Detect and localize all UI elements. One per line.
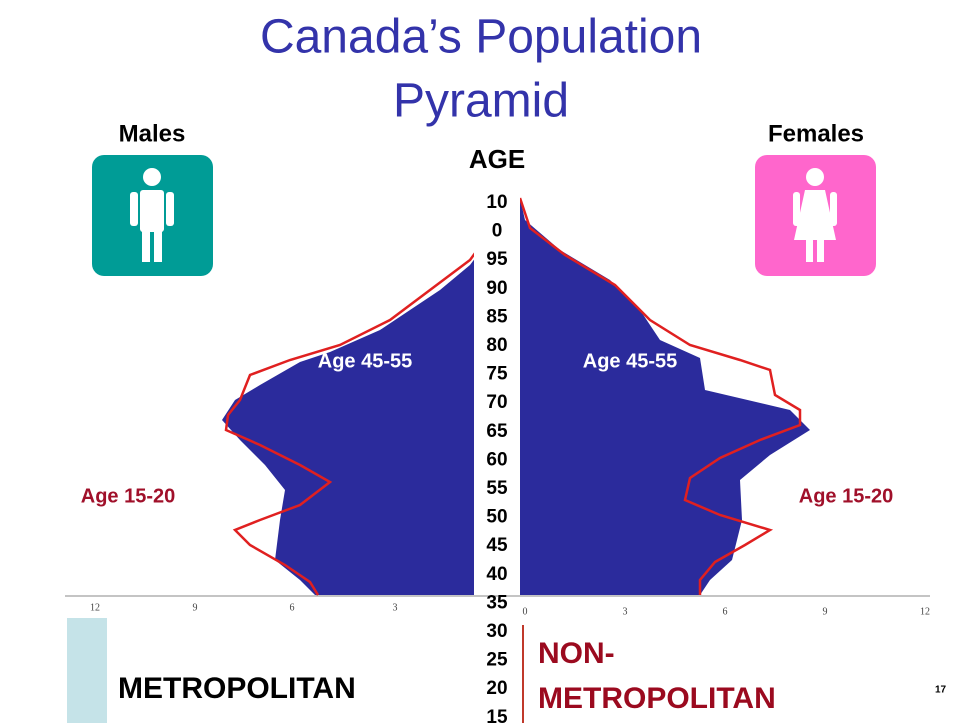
age-heading: AGE: [469, 144, 525, 174]
annotation: Age 45-55: [583, 350, 678, 372]
axis-label: 6: [723, 606, 728, 617]
age-label: 75: [486, 364, 508, 385]
age-label: 65: [486, 421, 508, 442]
age-label: 60: [486, 449, 507, 470]
female-figure: [793, 168, 837, 262]
male-bars: [222, 198, 500, 595]
legend-swatch: [67, 618, 107, 723]
title: Canada’s Population: [260, 11, 702, 64]
age-label: 45: [486, 535, 508, 556]
axis-label: 0: [523, 606, 528, 617]
male-figure: [130, 168, 174, 262]
annotation: Age 15-20: [799, 485, 894, 507]
age-label: 85: [486, 306, 508, 327]
title: Pyramid: [393, 75, 569, 128]
age-label: 35: [486, 592, 508, 613]
axis-label: 9: [823, 606, 828, 617]
axis-label: 3: [393, 602, 398, 613]
age-label: 15: [486, 707, 508, 723]
axis-label: 6: [290, 602, 295, 613]
age-label: 20: [486, 678, 507, 699]
age-label: 55: [486, 478, 508, 499]
male-outline: [224, 197, 502, 596]
age-label: 95: [486, 249, 508, 270]
females-label: Females: [768, 120, 864, 147]
non-metro-label: METROPOLITAN: [538, 682, 776, 715]
annotation: Age 45-55: [318, 350, 413, 372]
axis-label: 3: [623, 606, 628, 617]
annotation: Age 15-20: [81, 485, 176, 507]
age-label: 70: [486, 392, 507, 413]
age-label: 10: [486, 192, 507, 213]
metropolitan-label: METROPOLITAN: [118, 672, 356, 705]
female-bars: [520, 198, 810, 595]
age-label: 30: [486, 621, 507, 642]
axis-label: 9: [193, 602, 198, 613]
axis-label: 12: [920, 606, 930, 617]
page-number: 17: [935, 685, 947, 696]
age-label: 80: [486, 335, 507, 356]
axis-label: 12: [90, 602, 100, 613]
non-metro-label: NON-: [538, 637, 615, 670]
age-label: 25: [486, 650, 508, 671]
age-column: [474, 190, 520, 723]
age-label: 0: [492, 221, 503, 242]
age-label: 50: [486, 507, 507, 528]
female-outline: [518, 197, 802, 595]
males-label: Males: [119, 120, 186, 147]
age-label: 90: [486, 278, 507, 299]
age-label: 40: [486, 564, 507, 585]
